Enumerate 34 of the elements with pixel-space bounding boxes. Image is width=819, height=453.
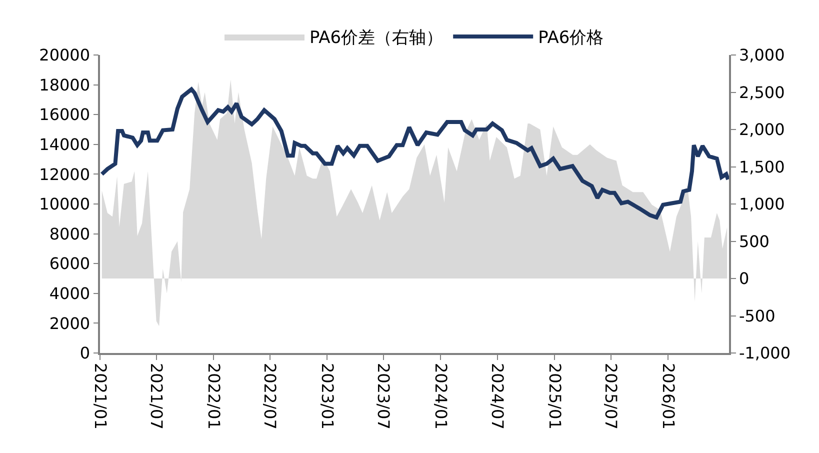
y2-tick-label: 2,500: [738, 82, 785, 102]
x-tick-label: 2022/01: [204, 362, 224, 430]
y-tick-label: 0: [80, 344, 90, 363]
x-tick-label: 2024/01: [431, 362, 450, 430]
x-tick-label: 2021/07: [147, 362, 166, 430]
y2-tick-label: 1,500: [738, 157, 785, 176]
x-tick-label: 2026/01: [658, 362, 678, 430]
x-tick-label: 2021/01: [90, 362, 110, 430]
y-tick-label: 6000: [49, 254, 90, 274]
y-tick-label: 20000: [39, 46, 90, 65]
y2-tick-label: -500: [738, 306, 776, 326]
legend-label: PA6价差（右轴）: [310, 28, 444, 48]
y-tick-label: 8000: [49, 224, 90, 244]
x-tick-label: 2023/01: [318, 362, 337, 430]
y-tick-label: 2000: [49, 314, 90, 333]
x-tick-label: 2025/01: [545, 362, 564, 430]
x-tick-label: 2022/07: [260, 362, 280, 430]
y2-tick-label: 500: [738, 232, 770, 251]
y-tick-label: 16000: [39, 105, 90, 124]
y-tick-label: 18000: [39, 75, 90, 94]
y2-tick-label: -1,000: [738, 344, 791, 363]
y2-tick-label: 3,000: [738, 46, 785, 65]
y-tick-label: 14000: [39, 135, 90, 154]
y-tick-label: 12000: [39, 164, 90, 184]
legend-label: PA6价格: [538, 28, 604, 48]
y-tick-label: 4000: [49, 284, 90, 303]
line-series: [100, 87, 729, 220]
x-tick-label: 2025/07: [602, 362, 621, 430]
y2-tick-label: 0: [738, 269, 750, 288]
y2-tick-label: 2,000: [738, 120, 785, 140]
x-tick-label: 2024/07: [488, 362, 508, 430]
y2-tick-label: 1,000: [738, 194, 785, 214]
x-tick-label: 2023/07: [374, 362, 394, 430]
y-tick-label: 10000: [39, 194, 90, 214]
